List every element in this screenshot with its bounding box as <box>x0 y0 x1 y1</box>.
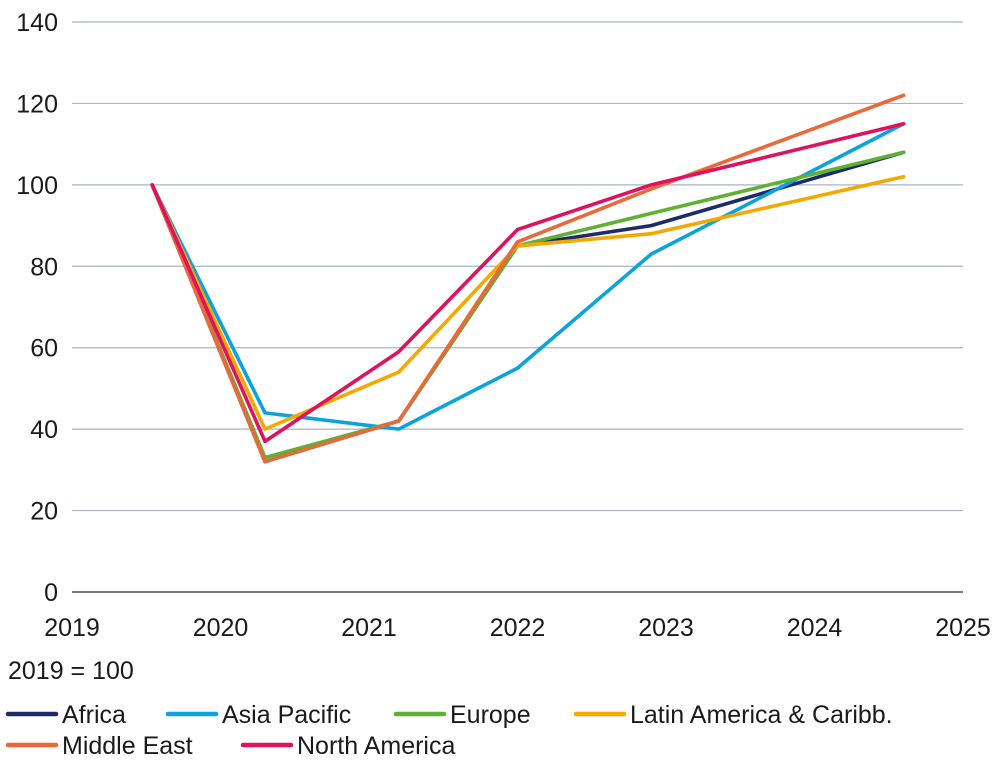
legend-label-latin-america-caribb: Latin America & Caribb. <box>630 701 893 729</box>
series-lines <box>150 93 906 464</box>
series-line-africa <box>150 150 906 464</box>
y-tick-label: 20 <box>30 498 58 526</box>
x-tick-label: 2019 <box>44 614 100 642</box>
y-tick-label: 100 <box>16 172 58 200</box>
x-axis-tick-labels: 2019 2020 2021 2022 2023 2024 2025 <box>44 614 991 642</box>
index-base-note: 2019 = 100 <box>8 657 134 685</box>
x-tick-label: 2020 <box>193 614 249 642</box>
y-tick-label: 120 <box>16 90 58 118</box>
legend-label-europe: Europe <box>450 701 531 729</box>
legend-label-north-america: North America <box>297 732 455 760</box>
legend-label-middle-east: Middle East <box>62 732 193 760</box>
legend: Africa Asia Pacific Europe Latin America & … <box>5 701 893 760</box>
y-tick-label: 80 <box>30 253 58 281</box>
series-line-north-america <box>150 122 906 444</box>
y-tick-label: 140 <box>16 9 58 37</box>
x-tick-label: 2025 <box>935 614 991 642</box>
series-line-latin-america-caribb <box>150 174 906 431</box>
y-tick-label: 0 <box>44 579 58 607</box>
legend-label-africa: Africa <box>62 701 126 729</box>
legend-label-asia-pacific: Asia Pacific <box>222 701 351 729</box>
series-line-asia-pacific <box>150 122 906 431</box>
x-tick-label: 2021 <box>341 614 397 642</box>
y-tick-label: 60 <box>30 335 58 363</box>
y-tick-label: 40 <box>30 416 58 444</box>
x-tick-label: 2024 <box>787 614 843 642</box>
y-axis-tick-labels: 0 20 40 60 80 100 120 140 <box>16 9 58 607</box>
x-tick-label: 2023 <box>638 614 694 642</box>
x-tick-label: 2022 <box>490 614 546 642</box>
